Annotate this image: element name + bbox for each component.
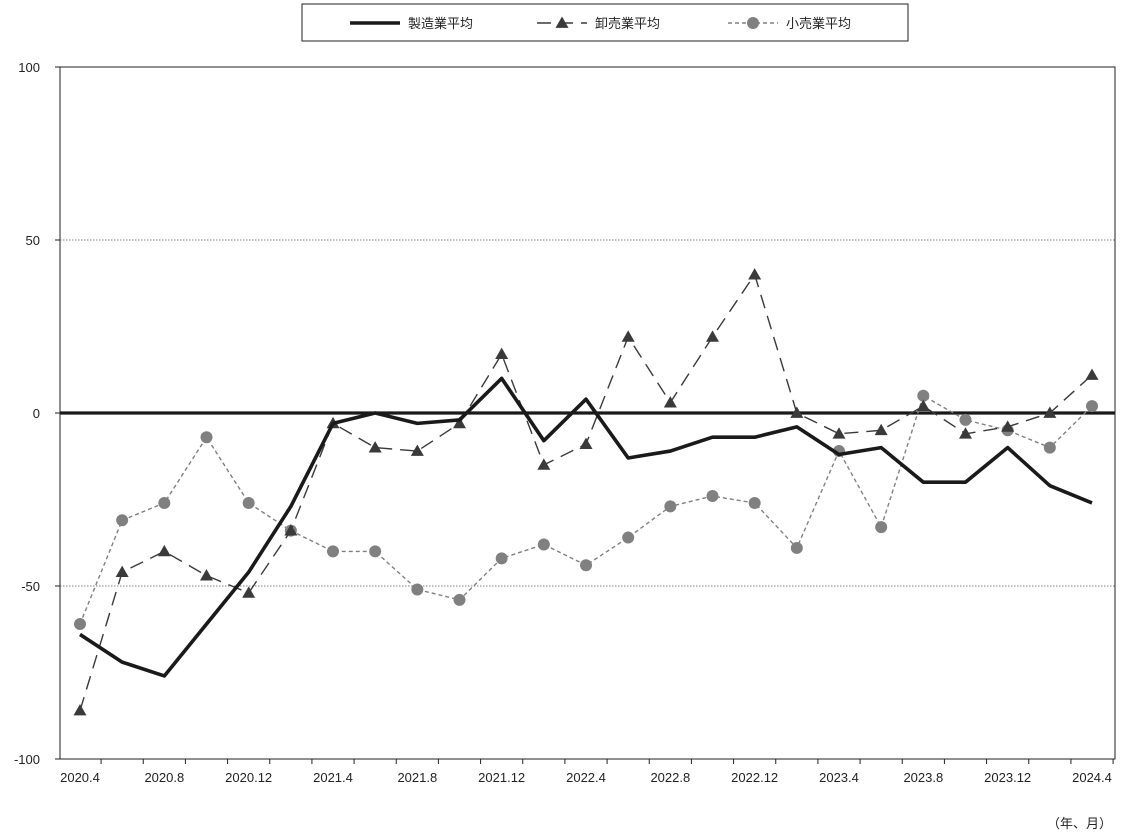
data-point — [115, 565, 129, 578]
data-point — [916, 399, 930, 411]
x-tick-label: 2022.12 — [731, 770, 778, 785]
legend-label: 製造業平均 — [408, 16, 473, 32]
x-tick-label: 2020.12 — [225, 770, 272, 785]
legend-item: 製造業平均 — [350, 16, 473, 32]
series-3 — [74, 389, 1098, 631]
series-2 — [73, 268, 1099, 716]
legend-label: 小売業平均 — [786, 16, 851, 32]
x-tick-label: 2021.12 — [478, 770, 525, 785]
series-line — [79, 395, 1093, 625]
data-point — [411, 583, 424, 596]
y-axis: 100 50 0 -50 -100 — [14, 60, 60, 767]
data-point — [537, 458, 551, 470]
data-point — [790, 541, 803, 554]
data-point — [706, 490, 719, 503]
x-tick-label: 2023.4 — [819, 770, 859, 785]
data-point — [1043, 406, 1057, 418]
x-tick-label: 2024.4 — [1072, 770, 1112, 785]
y-tick-label: -50 — [21, 579, 40, 594]
data-point — [875, 521, 888, 534]
data-point — [790, 406, 804, 418]
x-axis: 2020.4 2020.8 2020.12 2021.4 2021.8 2021.12 20… — [60, 759, 1114, 785]
data-point — [959, 427, 972, 439]
data-point — [748, 268, 762, 280]
data-point — [157, 544, 171, 557]
data-point — [73, 704, 87, 716]
data-point — [116, 514, 129, 527]
series-line — [79, 273, 1093, 711]
data-point — [242, 586, 256, 598]
x-tick-label: 2021.4 — [313, 770, 353, 785]
data-point — [537, 538, 550, 551]
data-point — [369, 545, 382, 558]
legend-marker — [747, 17, 759, 29]
data-point — [200, 569, 213, 581]
data-point — [495, 347, 509, 360]
data-point — [453, 416, 466, 429]
data-point — [74, 618, 86, 631]
y-tick-label: -100 — [14, 752, 40, 767]
data-point — [874, 423, 888, 436]
data-point — [453, 593, 466, 606]
data-point — [368, 441, 382, 453]
data-point — [959, 413, 972, 426]
legend-label: 卸売業平均 — [595, 16, 660, 32]
series-1 — [79, 376, 1093, 678]
x-tick-label: 2020.4 — [60, 770, 100, 785]
legend-item: 卸売業平均 — [537, 16, 660, 32]
data-point — [580, 559, 592, 572]
x-tick-label: 2022.4 — [566, 770, 606, 785]
data-point — [242, 496, 255, 509]
x-tick-label: 2020.8 — [144, 770, 184, 785]
data-point — [158, 496, 171, 509]
data-point — [622, 531, 635, 544]
y-tick-label: 50 — [26, 233, 40, 248]
data-point — [1043, 441, 1056, 454]
data-point — [1001, 420, 1015, 432]
data-point — [748, 496, 761, 509]
series-line — [79, 376, 1093, 678]
y-tick-label: 100 — [18, 60, 40, 75]
data-point — [917, 389, 930, 402]
data-point — [579, 437, 593, 450]
data-point — [1085, 368, 1099, 380]
data-point — [327, 545, 339, 558]
y-tick-label: 0 — [33, 406, 40, 421]
data-point — [410, 444, 424, 456]
data-point — [200, 431, 213, 444]
x-tick-label: 2023.8 — [903, 770, 943, 785]
legend-frame — [301, 3, 909, 42]
x-tick-label: 2022.8 — [650, 770, 690, 785]
data-point — [706, 330, 719, 342]
data-point — [664, 500, 677, 513]
data-point — [495, 552, 508, 565]
legend: 製造業平均 卸売業平均 小売業平均 — [301, 3, 909, 42]
legend-marker — [555, 16, 569, 28]
series-layer — [73, 268, 1099, 716]
legend-item: 小売業平均 — [728, 16, 851, 32]
axis-unit-label: （年、月） — [1047, 817, 1112, 832]
gridlines — [60, 239, 1115, 587]
data-point — [663, 396, 677, 408]
x-tick-label: 2023.12 — [984, 770, 1031, 785]
data-point — [832, 427, 846, 439]
data-point — [621, 330, 635, 342]
data-point — [1086, 400, 1098, 413]
x-tick-label: 2021.8 — [397, 770, 437, 785]
data-point — [284, 524, 298, 536]
